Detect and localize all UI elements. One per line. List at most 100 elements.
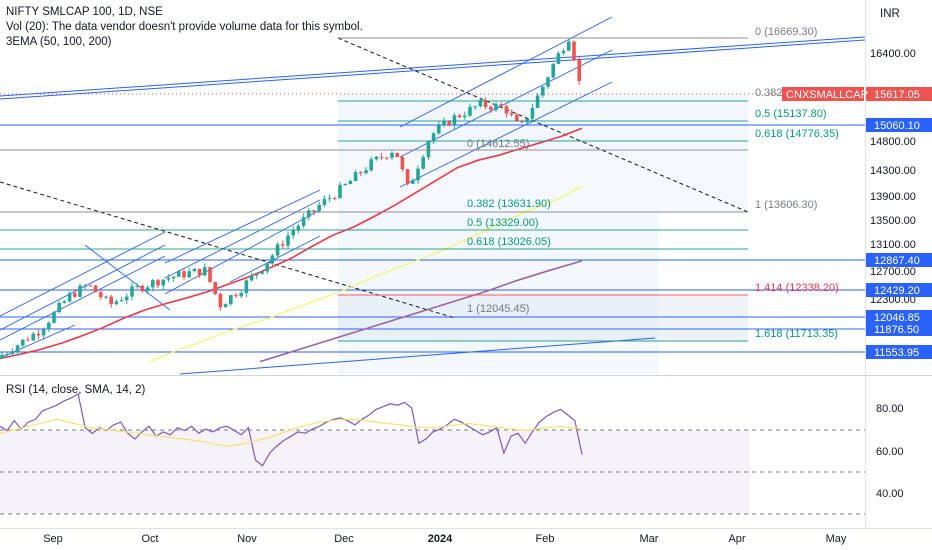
candle-body — [348, 180, 353, 185]
channel-line — [399, 16, 613, 128]
candle-body — [208, 267, 212, 282]
candle-body — [353, 172, 358, 181]
candle-body — [322, 198, 327, 205]
time-tick-label: May — [826, 533, 847, 545]
price-tick-label: 12700.00 — [870, 266, 916, 278]
fib-level-label: 0.5 (13329.00) — [467, 217, 539, 229]
candle-body — [151, 280, 155, 288]
time-tick-label: Mar — [640, 533, 659, 545]
price-tick-label: 16400.00 — [870, 48, 916, 60]
candle-body — [260, 271, 264, 274]
candle-body — [270, 255, 275, 264]
symbol-tag-box — [782, 87, 864, 101]
candle-body — [546, 77, 550, 87]
candle-body — [78, 285, 82, 297]
ema-line — [149, 185, 583, 363]
candle-body — [535, 95, 540, 108]
price-tag-box — [866, 253, 932, 267]
price-tag-label: 15060.10 — [874, 120, 920, 132]
candle-body — [411, 180, 415, 184]
pane-separator[interactable] — [0, 375, 932, 376]
candle-body — [483, 100, 488, 107]
candle-body — [541, 86, 545, 96]
channel-line — [84, 244, 171, 311]
candle-body — [265, 263, 269, 272]
candle-body — [504, 106, 509, 114]
channel-line — [164, 199, 321, 279]
trend-line — [0, 36, 866, 97]
candle-body — [114, 301, 119, 305]
candle-body — [379, 156, 384, 158]
currency-label[interactable]: INR — [880, 8, 900, 20]
ema-line — [259, 260, 583, 363]
candle-body — [26, 339, 30, 341]
price-tag-label: 15617.05 — [874, 89, 920, 101]
candle-body — [390, 152, 394, 158]
candle-body — [125, 296, 129, 301]
fib-level-label: 1.414 (12338.20) — [755, 282, 839, 294]
candle-body — [520, 121, 524, 123]
candle-body — [197, 268, 202, 276]
price-tick-label: 14300.00 — [870, 165, 916, 177]
price-tick-label: 13100.00 — [870, 239, 916, 251]
candle-body — [5, 354, 9, 356]
candle-body — [135, 285, 139, 287]
volume-note[interactable]: Vol (20): The data vendor doesn't provid… — [6, 21, 363, 33]
fib-zone-extension — [338, 296, 748, 341]
candle-body — [561, 50, 566, 54]
candle-body — [99, 292, 103, 298]
candle-body — [343, 184, 347, 186]
candle-body — [572, 41, 576, 60]
candle-body — [437, 125, 441, 134]
channel-line — [164, 189, 321, 264]
channel-line — [0, 244, 166, 331]
candle-body — [161, 279, 165, 286]
trend-line — [179, 337, 656, 375]
time-tick-label: Nov — [237, 533, 257, 545]
candle-body — [47, 322, 51, 330]
candle-body — [327, 198, 332, 200]
candle-body — [509, 113, 514, 115]
candle-body — [119, 300, 124, 302]
candle-body — [177, 271, 181, 277]
candle-body — [359, 172, 363, 174]
price-tag-box — [866, 87, 932, 101]
candle-body — [255, 273, 259, 276]
candle-body — [67, 293, 72, 302]
trend-line — [0, 39, 866, 100]
symbol-title[interactable]: NIFTY SMLCAP 100, 1D, NSE — [6, 6, 163, 18]
candle-body — [421, 157, 425, 169]
candle-body — [405, 169, 410, 184]
price-tag-label: 11876.50 — [874, 324, 919, 336]
fib-level-label: 0.382 — [755, 87, 783, 99]
candle-body — [192, 268, 197, 272]
price-tag-label: 11553.95 — [874, 347, 919, 359]
symbol-tag-label: CNXSMALLCAP — [786, 89, 868, 101]
time-tick-label: Feb — [536, 533, 555, 545]
channel-line — [229, 235, 321, 283]
candle-body — [10, 352, 15, 355]
channel-line — [0, 231, 166, 317]
candle-body — [307, 210, 311, 218]
rsi-indicator-label[interactable]: RSI (14, close, SMA, 14, 2) — [6, 384, 146, 396]
candle-body — [281, 244, 285, 246]
candle-body — [145, 287, 150, 292]
candle-body — [551, 63, 555, 78]
ema-indicator-label[interactable]: 3EMA (50, 100, 200) — [6, 36, 112, 48]
candle-body — [223, 304, 228, 308]
price-tag-label: 12046.85 — [874, 312, 920, 324]
time-tick-label: Oct — [141, 533, 158, 545]
fib-level-label: 0 (16669.30) — [755, 26, 817, 38]
rsi-tick-label: 60.00 — [876, 446, 904, 458]
candle-body — [130, 286, 134, 297]
candle-body — [275, 244, 280, 256]
candle-body — [426, 141, 431, 158]
rsi-ma-line — [0, 418, 583, 447]
candle-body — [317, 204, 321, 211]
ema-line — [0, 127, 583, 360]
candle-body — [57, 302, 61, 313]
candle-body — [577, 59, 581, 81]
candle-body — [171, 276, 176, 279]
candle-body — [431, 133, 436, 142]
